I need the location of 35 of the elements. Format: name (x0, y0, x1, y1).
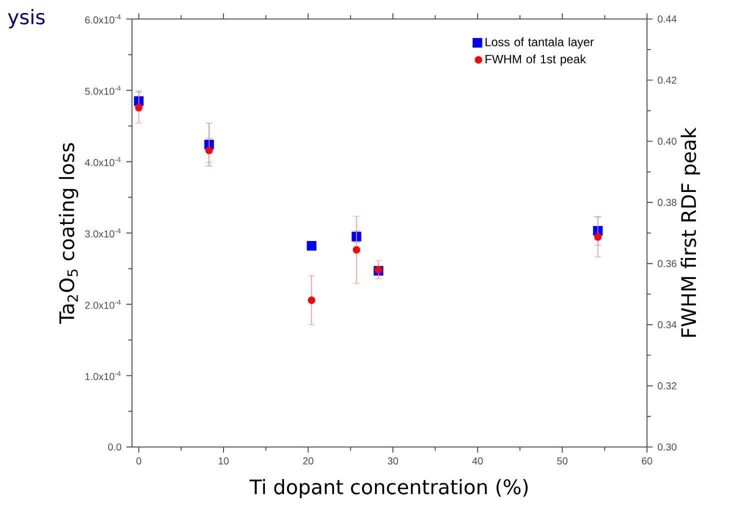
point (308, 296, 316, 304)
x-tick-label: 40 (472, 457, 483, 464)
point (594, 233, 602, 241)
x-tick-label: 30 (388, 457, 398, 464)
legend-label: FWHM of 1st peak (486, 54, 586, 66)
y2-tick-label: 0.36 (658, 260, 676, 268)
y2-axis-title: FWHM first RDF peak (680, 127, 700, 337)
y-axis-title: Ta$_{2}$O$_{5}$ coating loss (58, 143, 78, 324)
x-tick-label: 60 (642, 457, 652, 464)
y2-tick-label: 0.44 (658, 15, 677, 23)
x-tick-label: 20 (303, 457, 314, 464)
y2-tick-label: 0.38 (658, 198, 676, 206)
legend-label: Loss of tantala layer (486, 37, 594, 49)
y2-tick-label: 0.32 (658, 382, 676, 390)
x-tick-label: 10 (218, 457, 229, 464)
x-axis-title: Ti dopant concentration (%) (250, 478, 528, 498)
y2-tick-label: 0.42 (658, 76, 676, 84)
y-tick-label: 4.0x10$^{-4}$ (84, 157, 121, 166)
x-tick-label: 0 (136, 457, 142, 464)
y-tick-label: 2.0x10$^{-4}$ (85, 300, 121, 309)
y-tick-label: 0.0 (108, 443, 122, 451)
y-tick-label: 5.0x10$^{-4}$ (85, 86, 121, 95)
y2-tick-label: 0.30 (658, 443, 676, 451)
chart-title: ysis (8, 8, 45, 28)
y2-tick-label: 0.40 (658, 138, 676, 145)
y-tick-label: 1.0x10$^{-4}$ (85, 371, 121, 380)
point (306, 241, 316, 251)
x-tick-label: 50 (557, 457, 568, 464)
point (352, 246, 360, 254)
point (135, 104, 143, 112)
y2-tick-label: 0.34 (658, 321, 677, 328)
y-tick-label: 3.0x10$^{-4}$ (85, 228, 121, 238)
point (374, 266, 382, 274)
point (205, 146, 213, 154)
y-tick-label: 6.0x10$^{-4}$ (85, 14, 121, 24)
